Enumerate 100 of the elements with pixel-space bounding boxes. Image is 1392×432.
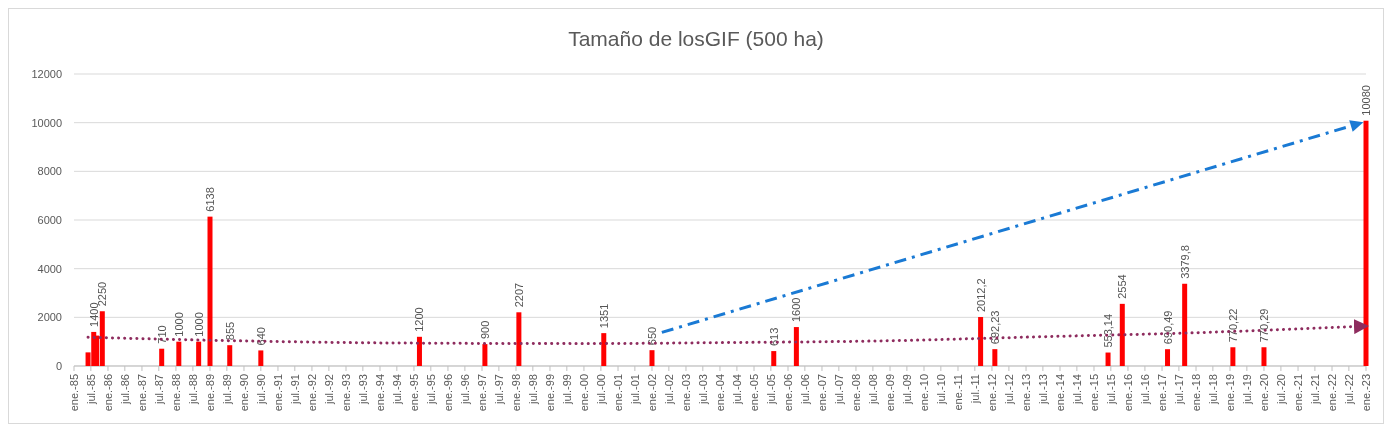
x-tick-label: ene.-93 [339, 374, 352, 412]
bar [1230, 347, 1236, 366]
x-tick-label: ene.-91 [271, 374, 284, 412]
x-tick-label: jul.-17 [1172, 374, 1185, 405]
data-label: 692,23 [988, 310, 1001, 345]
x-tick-label: ene.-99 [543, 374, 556, 412]
bar [416, 336, 422, 366]
x-tick-label: ene.-88 [169, 374, 182, 412]
chart-title: Tamaño de losGIF (500 ha) [568, 27, 824, 50]
y-tick-label: 0 [55, 359, 62, 372]
y-tick-label: 8000 [37, 165, 62, 178]
data-label: 900 [478, 320, 491, 340]
x-tick-label: ene.-01 [611, 374, 624, 412]
bar [258, 350, 264, 366]
bar [992, 349, 998, 366]
x-tick-label: jul.-95 [424, 374, 437, 405]
x-tick-label: jul.-13 [1036, 374, 1049, 405]
data-label: 1351 [597, 303, 610, 329]
x-tick-label: jul.-15 [1104, 374, 1117, 405]
x-tick-label: ene.-14 [1053, 374, 1066, 412]
x-tick-label: jul.-85 [84, 374, 97, 405]
x-tick-label: ene.-94 [373, 374, 386, 412]
data-label: 855 [223, 321, 236, 341]
x-tick-label: jul.-22 [1342, 374, 1355, 405]
bar [1105, 352, 1111, 366]
x-tick-label: jul.-99 [560, 374, 573, 405]
y-tick-label: 4000 [37, 262, 62, 275]
x-tick-label: ene.-89 [203, 374, 216, 412]
x-tick-label: jul.-02 [662, 374, 675, 405]
x-tick-label: ene.-03 [679, 374, 692, 412]
x-tick-label: ene.-08 [849, 374, 862, 412]
x-tick-label: ene.-11 [951, 374, 964, 411]
x-tick-label: jul.-90 [254, 374, 267, 405]
x-tick-label: jul.-10 [934, 374, 947, 405]
x-tick-label: ene.-17 [1155, 374, 1168, 412]
bar [482, 344, 488, 366]
x-tick-label: jul.-97 [492, 374, 505, 405]
data-label: 2554 [1116, 274, 1129, 299]
x-tick-label: jul.-18 [1206, 374, 1219, 405]
bar [978, 317, 984, 366]
bar [793, 327, 799, 366]
x-tick-label: ene.-19 [1223, 374, 1236, 412]
bar [1165, 349, 1171, 366]
x-tick-label: jul.-94 [390, 374, 403, 405]
x-tick-label: ene.-02 [645, 374, 658, 412]
data-label: 2207 [512, 282, 525, 308]
x-tick-label: ene.-92 [305, 374, 318, 412]
y-tick-label: 2000 [37, 311, 62, 324]
x-tick-label: jul.-19 [1240, 374, 1253, 405]
x-tick-label: ene.-18 [1189, 374, 1202, 412]
data-label: 710 [155, 325, 168, 344]
x-tick-label: jul.-21 [1308, 374, 1321, 405]
x-tick-label: jul.-01 [628, 374, 641, 405]
x-tick-label: jul.-05 [764, 374, 777, 405]
x-tick-label: ene.-05 [747, 374, 760, 412]
x-tick-label: jul.-07 [832, 374, 845, 405]
x-tick-label: jul.-92 [322, 374, 335, 405]
x-tick-label: ene.-90 [237, 374, 250, 412]
bar [771, 351, 777, 366]
x-tick-label: ene.-22 [1325, 374, 1338, 412]
data-label: 690,49 [1161, 310, 1174, 345]
data-label: 3379,8 [1178, 245, 1191, 279]
data-label: 1000 [172, 312, 185, 337]
x-tick-label: jul.-12 [1002, 374, 1015, 405]
y-tick-label: 10000 [31, 116, 62, 129]
data-label: 770,22 [1226, 308, 1239, 343]
bar [601, 333, 607, 366]
bar [227, 345, 233, 366]
x-tick-label: ene.-23 [1359, 374, 1372, 412]
x-tick-label: ene.-07 [815, 374, 828, 412]
data-label: 10080 [1360, 85, 1372, 116]
data-label: 1600 [790, 297, 803, 323]
x-tick-label: jul.-87 [152, 374, 165, 405]
y-tick-label: 12000 [31, 67, 62, 80]
x-tick-label: ene.-12 [985, 374, 998, 412]
x-tick-label: ene.-97 [475, 374, 488, 412]
x-tick-label: ene.-96 [441, 374, 454, 412]
x-tick-label: jul.-86 [118, 374, 131, 405]
bar [207, 216, 213, 366]
data-label: 640 [254, 327, 267, 346]
bar [1261, 347, 1267, 366]
x-tick-label: jul.-89 [220, 374, 233, 405]
x-tick-label: jul.-20 [1274, 374, 1287, 405]
bar [1119, 303, 1125, 366]
x-tick-label: jul.-11 [968, 374, 981, 405]
bar [176, 341, 182, 366]
x-tick-label: jul.-09 [900, 374, 913, 405]
x-tick-label: jul.-00 [594, 374, 607, 405]
x-tick-label: ene.-98 [509, 374, 522, 412]
x-tick-label: ene.-13 [1019, 374, 1032, 412]
x-tick-label: ene.-15 [1087, 374, 1100, 412]
x-tick-label: ene.-00 [577, 374, 590, 412]
x-tick-label: ene.-95 [407, 374, 420, 412]
data-label: 2012,2 [974, 278, 987, 313]
x-tick-label: ene.-16 [1121, 374, 1134, 412]
bar [516, 312, 522, 366]
bar [649, 350, 655, 366]
data-label: 770,29 [1257, 308, 1270, 343]
x-tick-label: ene.-21 [1291, 374, 1304, 412]
x-tick-label: ene.-86 [101, 374, 114, 412]
